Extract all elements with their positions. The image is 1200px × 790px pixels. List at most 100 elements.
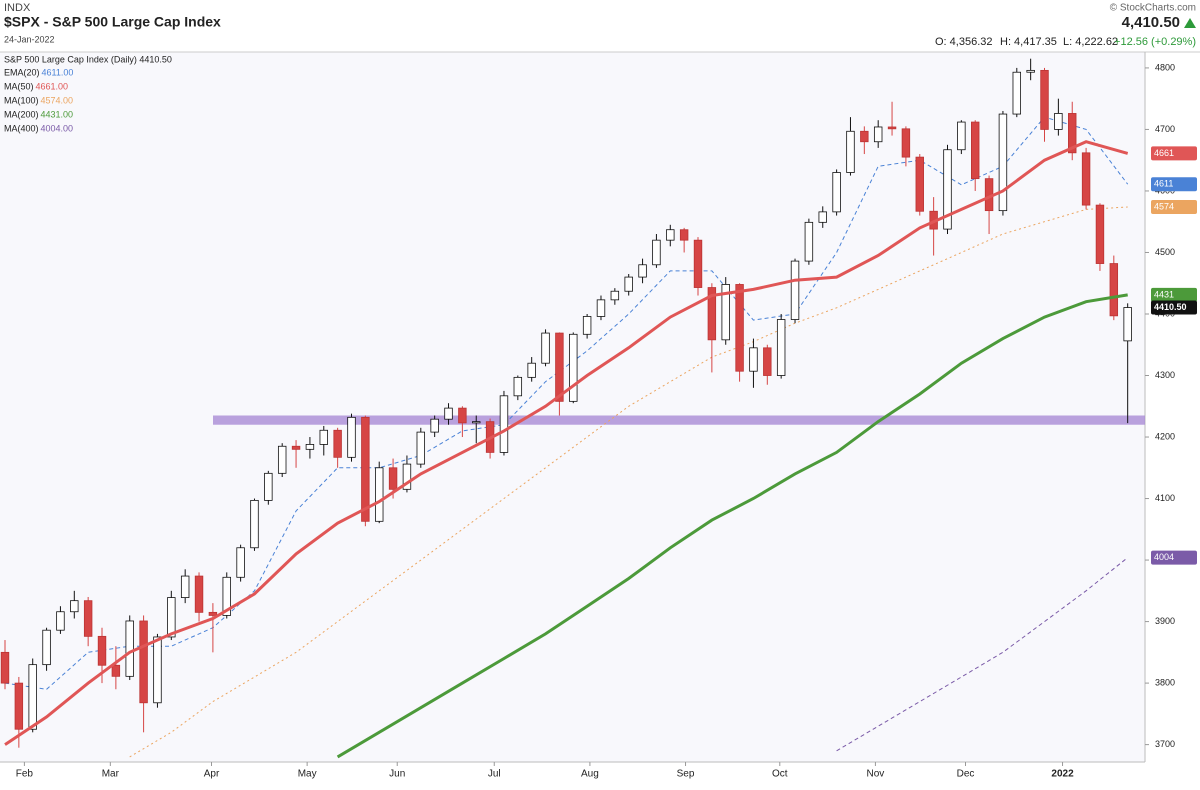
last-price: 4,410.50 — [1122, 14, 1180, 31]
legend-label: EMA(20) — [4, 67, 40, 77]
x-tick-label: 2022 — [1051, 769, 1074, 780]
legend-label: MA(100) — [4, 95, 39, 105]
candle-body — [970, 121, 980, 180]
candle-body — [957, 121, 966, 151]
candle-body — [1081, 152, 1091, 206]
moving-average-line — [836, 557, 1129, 752]
legend-label: MA(400) — [4, 123, 39, 133]
candle-body — [998, 113, 1008, 212]
candle-body — [569, 333, 578, 402]
candle-body — [430, 418, 439, 433]
moving-average-line — [129, 206, 1128, 758]
last-price-tag: 4410.50 — [1154, 302, 1187, 312]
candle-body — [361, 416, 370, 522]
candle-body — [388, 467, 398, 490]
legend-value: 4661.00 — [36, 81, 69, 91]
candle-body — [319, 429, 328, 445]
legend-value: 4004.00 — [41, 123, 74, 133]
candle-body — [555, 332, 564, 402]
open-price: O: 4,356.32 — [935, 36, 993, 48]
candle-body — [264, 472, 273, 501]
candle-body — [139, 620, 148, 704]
copyright: © StockCharts.com — [1110, 3, 1196, 14]
candle-body — [402, 463, 412, 490]
x-tick-label: Sep — [677, 769, 695, 780]
candle-body — [693, 239, 703, 288]
legend-value: 4611.00 — [42, 67, 74, 77]
candle-body — [0, 651, 10, 684]
series-tag-bg — [1151, 146, 1197, 161]
candle-body — [832, 172, 841, 213]
candle-body — [915, 156, 924, 212]
candle-body — [1026, 69, 1035, 73]
candle-body — [277, 445, 287, 474]
y-tick-label: 4300 — [1155, 370, 1175, 380]
series-tag-bg — [1151, 287, 1197, 302]
candle-body — [679, 229, 689, 241]
x-tick-label: Jun — [389, 769, 405, 780]
candle-body — [333, 429, 342, 458]
y-tick-label: 3900 — [1155, 616, 1175, 626]
series-tag-bg — [1151, 550, 1197, 565]
candle-body — [236, 547, 245, 578]
candle-body — [1040, 69, 1049, 130]
y-tick-label: 4700 — [1155, 124, 1175, 134]
y-tick-label: 4500 — [1155, 247, 1175, 257]
candle-body — [56, 611, 65, 631]
moving-average-line — [336, 293, 1128, 759]
candle-body — [14, 682, 24, 730]
candle-body — [721, 284, 730, 341]
plot-area — [0, 52, 1145, 762]
series-tag-bg — [1151, 177, 1197, 192]
candle-body — [818, 211, 827, 223]
x-tick-label: Dec — [957, 769, 975, 780]
candle-body — [291, 445, 301, 450]
candle-body — [499, 395, 509, 453]
exchange: INDX — [4, 2, 31, 14]
legend-label: MA(200) — [4, 109, 39, 119]
candle-body — [804, 221, 814, 262]
candle-body — [527, 362, 536, 378]
candle-body — [444, 407, 453, 420]
candle-body — [652, 239, 661, 266]
candle-body — [513, 376, 523, 397]
y-tick-label: 3800 — [1155, 677, 1175, 687]
series-tag: 4661 — [1154, 148, 1174, 158]
y-tick-label: 3700 — [1155, 739, 1175, 749]
candle-body — [42, 629, 51, 666]
candle-body — [707, 287, 717, 341]
candle-body — [458, 407, 467, 424]
candle-body — [194, 575, 204, 613]
x-tick-label: May — [298, 769, 317, 780]
candle-body — [97, 635, 107, 666]
candle-body — [596, 299, 606, 317]
candle-body — [1109, 263, 1119, 317]
candle-body — [250, 499, 259, 549]
candle-body — [1054, 113, 1063, 130]
candle-body — [735, 284, 744, 372]
candle-body — [610, 290, 620, 301]
legend-value: 4574.00 — [41, 95, 74, 105]
candle-body — [1123, 307, 1132, 342]
candle-body — [83, 600, 93, 637]
candle-body — [28, 664, 37, 730]
moving-average-line — [4, 116, 1129, 690]
y-tick-label: 4200 — [1155, 431, 1175, 441]
x-tick-label: Nov — [867, 769, 885, 780]
candle-body — [901, 128, 911, 158]
candle-body — [167, 597, 176, 638]
candle-body — [873, 126, 883, 143]
candle-body — [541, 332, 550, 364]
candle-body — [222, 576, 231, 616]
low-price: L: 4,222.62 — [1063, 36, 1118, 48]
candle-body — [582, 316, 592, 335]
date: 24-Jan-2022 — [4, 34, 55, 44]
candle-body — [776, 319, 786, 376]
moving-average-line — [4, 140, 1129, 746]
price-change: +12.56 (+0.29%) — [1114, 36, 1196, 48]
candle-body — [790, 260, 800, 320]
candle-body — [111, 664, 121, 677]
up-arrow — [1184, 18, 1196, 28]
candle-body — [375, 467, 384, 522]
last-price-tag-bg — [1151, 300, 1197, 315]
